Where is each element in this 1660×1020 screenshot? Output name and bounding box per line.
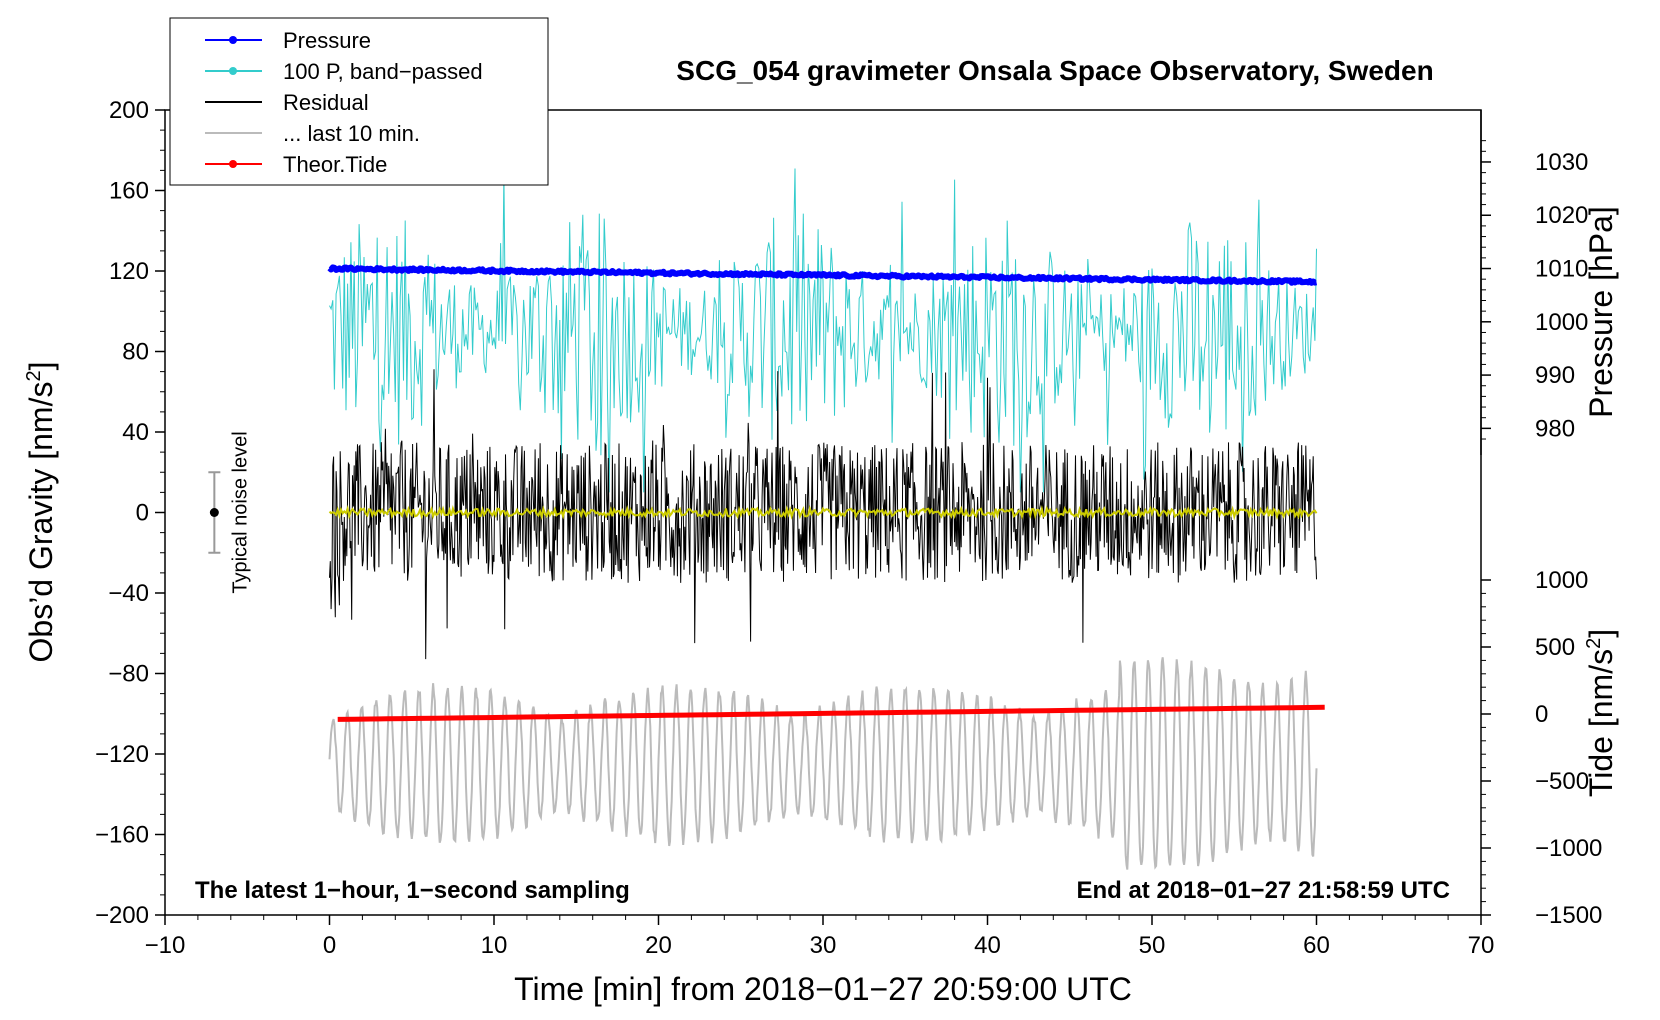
- legend-label: Residual: [283, 90, 369, 115]
- y-axis-label-gravity-sup: 2: [23, 370, 45, 381]
- plot-area: [164, 109, 1482, 916]
- noise-level-indicator: Typical noise level: [208, 431, 251, 594]
- x-tick-label: 10: [481, 932, 508, 959]
- pressure-tick-label: 1010: [1535, 256, 1588, 283]
- series-band-passed-pressure: [329, 168, 1317, 493]
- y-tick-label: −80: [108, 661, 149, 688]
- pressure-tick-label: 980: [1535, 415, 1575, 442]
- y-tick-label: −40: [108, 580, 149, 607]
- y-axis-gravity: 200 160 120 80 40 0 −40 −80 −120 −160 −200: [95, 97, 165, 929]
- end-time-note: End at 2018−01−27 21:58:59 UTC: [1076, 877, 1450, 904]
- x-tick-label: 40: [974, 932, 1001, 959]
- pressure-tick-label: 1020: [1535, 202, 1588, 229]
- x-tick-label: 60: [1303, 932, 1330, 959]
- noise-level-label: Typical noise level: [229, 431, 251, 593]
- legend-marker: [229, 67, 237, 75]
- x-tick-label: 0: [323, 932, 336, 959]
- y-tick-label: −160: [95, 822, 149, 849]
- y-axis-label-tide: Tide [nm/s2]: [1583, 629, 1619, 797]
- series-last-10-min: [328, 657, 1318, 870]
- tide-tick-label: −1000: [1535, 835, 1602, 862]
- y-axis-label-tide-main: Tide [nm/s: [1583, 649, 1619, 797]
- x-tick-label: 30: [810, 932, 837, 959]
- y-axis-label-tide-end: ]: [1583, 629, 1619, 638]
- y-axis-label-tide-sup: 2: [1583, 638, 1605, 649]
- x-tick-label: −10: [145, 932, 186, 959]
- y-tick-label: 200: [109, 97, 149, 124]
- noise-level-dot: [209, 508, 219, 517]
- y-tick-label: −120: [95, 741, 149, 768]
- legend-label: 100 P, band−passed: [283, 59, 483, 84]
- legend-marker: [229, 160, 237, 168]
- x-tick-label: 70: [1468, 932, 1495, 959]
- tide-tick-label: 0: [1535, 701, 1548, 728]
- chart-title: SCG_054 gravimeter Onsala Space Observat…: [676, 55, 1433, 86]
- tide-tick-label: −500: [1535, 768, 1589, 795]
- y-axis-label-pressure: Pressure [hPa]: [1583, 206, 1619, 418]
- y-axis-label-gravity: Obs’d Gravity [nm/s2]: [23, 362, 59, 663]
- pressure-tick-label: 1030: [1535, 149, 1588, 176]
- series-smoothed-residual: [328, 504, 1318, 521]
- tide-tick-label: 1000: [1535, 567, 1588, 594]
- series-layer: [327, 168, 1325, 870]
- x-tick-label: 50: [1139, 932, 1166, 959]
- y-axis-label-gravity-main: Obs’d Gravity [nm/s: [23, 382, 59, 663]
- y-axis-pressure: 1030 1020 1010 1000 990 980: [1480, 110, 1588, 455]
- series-residual: [329, 369, 1317, 660]
- y-tick-label: 160: [109, 178, 149, 205]
- pressure-tick-label: 990: [1535, 362, 1575, 389]
- legend-label: ... last 10 min.: [283, 121, 420, 146]
- y-axis-label-gravity-end: ]: [23, 362, 59, 371]
- sampling-note: The latest 1−hour, 1−second sampling: [195, 877, 630, 904]
- y-tick-label: 0: [136, 500, 149, 527]
- tide-tick-label: −1500: [1535, 902, 1602, 929]
- x-axis: −10 0 10 20 30 40 50 60 70: [145, 915, 1495, 959]
- y-tick-label: 40: [122, 419, 149, 446]
- y-tick-label: 120: [109, 258, 149, 285]
- legend: Pressure 100 P, band−passed Residual ... la…: [169, 17, 549, 186]
- y-tick-label: −200: [95, 902, 149, 929]
- y-tick-label: 80: [122, 339, 149, 366]
- series-pressure: [327, 264, 1318, 286]
- legend-label: Theor.Tide: [283, 152, 387, 177]
- legend-marker: [229, 36, 237, 44]
- legend-label: Pressure: [283, 28, 371, 53]
- tide-tick-label: 500: [1535, 634, 1575, 661]
- pressure-tick-label: 1000: [1535, 309, 1588, 336]
- series-theor-tide: [337, 704, 1325, 722]
- x-tick-label: 20: [645, 932, 672, 959]
- y-axis-tide: 1000 500 0 −500 −1000 −1500: [1481, 567, 1602, 929]
- x-axis-label: Time [min] from 2018−01−27 20:59:00 UTC: [514, 971, 1132, 1007]
